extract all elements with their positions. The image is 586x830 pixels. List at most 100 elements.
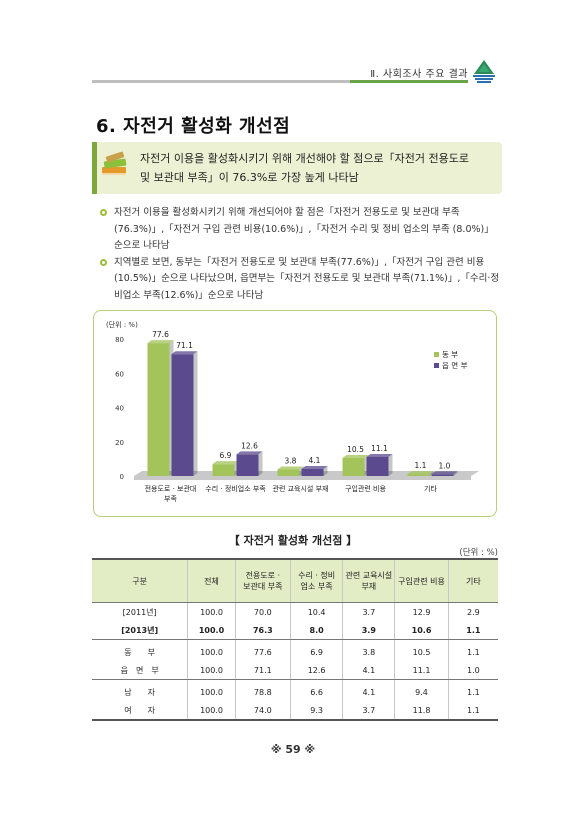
bullet-text: 지역별로 보면, 동부는「자전거 전용도로 및 보관대 부족(77.6%)」,「… xyxy=(114,256,500,301)
summary-text: 자전거 이용을 활성화시키기 위해 개선해야 할 점으로「자전거 전용도로 및 … xyxy=(140,149,495,187)
x-tick-label: 전용도로 · 보관대 xyxy=(145,484,197,493)
bullet-text: 자전거 이용을 활성화시키기 위해 개선되어야 할 점은「자전거 전용도로 및 … xyxy=(114,207,494,251)
header-rule xyxy=(92,80,468,83)
bar-top xyxy=(342,455,369,459)
bullet-icon xyxy=(100,258,107,266)
table-cell: 76.3 xyxy=(234,621,291,640)
table-cell: 11.8 xyxy=(394,701,449,721)
bar xyxy=(342,458,365,476)
table-cell: 1.0 xyxy=(447,661,498,680)
legend-swatch xyxy=(434,352,439,357)
table-row: 동 부 100.0 77.6 6.9 3.8 10.5 1.1 xyxy=(92,639,498,661)
data-label: 1.1 xyxy=(415,461,427,470)
table-cell: 3.7 xyxy=(342,701,395,721)
table-row: 읍 면 부 100.0 71.1 12.6 4.1 11.1 1.0 xyxy=(92,661,498,680)
bar xyxy=(407,474,430,476)
bar-top xyxy=(236,451,263,455)
table-cell: 1.1 xyxy=(447,701,498,721)
table-cell: 100.0 xyxy=(187,621,236,640)
x-tick-label: 구입관련 비용 xyxy=(345,484,386,493)
bullet-item: 지역별로 보면, 동부는「자전거 전용도로 및 보관대 부족(77.6%)」,「… xyxy=(100,255,500,305)
bar xyxy=(171,354,194,476)
bar-side xyxy=(388,453,393,476)
table-cell: 1.1 xyxy=(447,679,498,701)
bullet-item: 자전거 이용을 활성화시키기 위해 개선되어야 할 점은「자전거 전용도로 및 … xyxy=(100,205,500,255)
table-cell: 남 자 xyxy=(124,687,156,697)
chart-unit-label: (단위 : %) xyxy=(106,320,138,329)
table-cell: 70.0 xyxy=(234,602,291,621)
table-cell: 12.9 xyxy=(394,602,449,621)
bar-top xyxy=(171,351,198,355)
bar-top xyxy=(431,471,458,475)
data-label: 1.0 xyxy=(439,461,451,470)
bar-side xyxy=(429,471,434,476)
legend-label: 동 부 xyxy=(442,350,458,359)
y-tick-label: 60 xyxy=(115,370,124,378)
bar-side xyxy=(193,351,198,476)
bar-top xyxy=(212,461,239,465)
table-cell: 3.8 xyxy=(342,639,395,661)
bar-side xyxy=(453,471,458,476)
x-tick-label: 관련 교육시설 부재 xyxy=(273,484,329,493)
table-header-row: 구분 전체 전용도로 · 보관대 부족 수리 · 정비 업소 부족 관련 교육시… xyxy=(92,558,498,603)
table-cell: 71.1 xyxy=(234,661,291,680)
bar-top xyxy=(301,465,328,469)
table-row: [2011년] 100.0 70.0 10.4 3.7 12.9 2.9 xyxy=(92,602,498,621)
table-header: 전용도로 · 보관대 부족 xyxy=(234,558,291,603)
table-header: 관련 교육시설 부재 xyxy=(342,558,395,603)
bullet-icon xyxy=(100,209,107,216)
data-label: 12.6 xyxy=(241,441,258,450)
bar xyxy=(277,469,300,476)
bar-top xyxy=(407,471,434,475)
table-cell: 100.0 xyxy=(187,679,236,701)
y-tick-label: 20 xyxy=(115,439,124,447)
y-tick-label: 40 xyxy=(115,405,124,413)
bar xyxy=(147,343,170,476)
table-header: 기타 xyxy=(447,558,498,603)
table-row: 여 자 100.0 74.0 9.3 3.7 11.8 1.1 xyxy=(92,701,498,721)
bar xyxy=(431,474,454,476)
table-cell: 8.0 xyxy=(289,621,343,640)
data-label: 6.9 xyxy=(220,451,232,460)
section-title: 6. 자전거 활성화 개선점 xyxy=(96,116,291,137)
data-label: 4.1 xyxy=(309,456,321,465)
table-cell: 77.6 xyxy=(234,639,291,661)
table-cell: 10.4 xyxy=(289,602,343,621)
data-label: 3.8 xyxy=(285,456,297,465)
table-cell: 12.6 xyxy=(289,661,343,680)
table-cell: 78.8 xyxy=(234,679,291,701)
legend-label: 읍 면 부 xyxy=(442,360,468,370)
table-cell: 3.7 xyxy=(342,602,395,621)
bar xyxy=(212,464,235,476)
bar xyxy=(301,468,324,476)
table-header: 구입관련 비용 xyxy=(394,558,449,603)
table-cell: 100.0 xyxy=(187,661,236,680)
page-header: Ⅱ. 사회조사 주요 결과 xyxy=(92,58,502,88)
table-cell: 9.4 xyxy=(394,679,449,701)
data-table: 구분 전체 전용도로 · 보관대 부족 수리 · 정비 업소 부족 관련 교육시… xyxy=(92,558,498,721)
mountain-logo-icon xyxy=(473,60,495,83)
table-header: 구분 xyxy=(92,558,188,603)
table-cell: 읍 면 부 xyxy=(92,661,188,680)
table-cell: 4.1 xyxy=(342,679,395,701)
table-cell: 6.6 xyxy=(289,679,343,701)
y-tick-label: 0 xyxy=(120,473,124,481)
x-tick-label: 부족 xyxy=(164,495,177,503)
legend-swatch xyxy=(434,363,439,368)
table-cell: 2.9 xyxy=(447,602,498,621)
bar xyxy=(366,456,389,476)
header-rule-accent xyxy=(350,80,468,83)
table-cell: 74.0 xyxy=(234,701,291,721)
bar-top xyxy=(366,453,393,457)
table-cell: 6.9 xyxy=(289,639,343,661)
bullet-list: 자전거 이용을 활성화시키기 위해 개선되어야 할 점은「자전거 전용도로 및 … xyxy=(100,205,500,304)
table-cell: 3.9 xyxy=(342,621,395,640)
page-number: ※ 59 ※ xyxy=(270,743,316,756)
x-tick-label: 수리 · 정비업소 부족 xyxy=(205,484,266,493)
data-label: 11.1 xyxy=(371,444,388,453)
books-icon xyxy=(102,151,127,175)
table-header: 전체 xyxy=(187,558,236,603)
data-label: 10.5 xyxy=(347,445,364,454)
summary-box: 자전거 이용을 활성화시키기 위해 개선해야 할 점으로「자전거 전용도로 및 … xyxy=(92,142,502,194)
